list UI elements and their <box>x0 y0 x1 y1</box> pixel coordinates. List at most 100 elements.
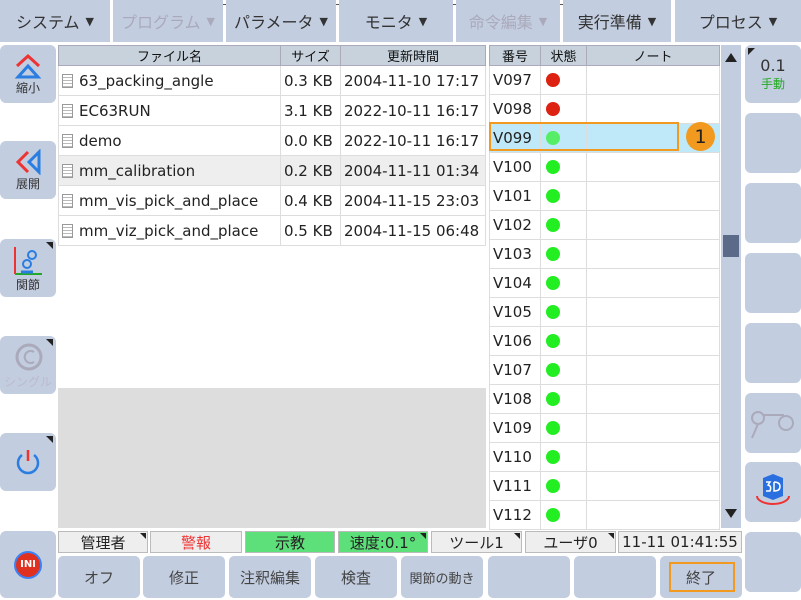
variable-note[interactable] <box>586 65 720 95</box>
state-indicator-icon <box>546 421 560 435</box>
bottom-button-7[interactable]: 終了 <box>660 556 742 598</box>
variable-note[interactable] <box>586 442 720 472</box>
variable-row[interactable]: V105 <box>489 297 720 327</box>
file-row[interactable]: mm_vis_pick_and_place 0.4 KB 2004-11-15 23… <box>58 185 486 216</box>
robot-joint-icon <box>14 246 42 275</box>
file-updated: 2022-10-11 16:17 <box>340 125 486 156</box>
bottom-button-2[interactable]: 注釈編集 <box>229 556 311 598</box>
variable-row[interactable]: V104 <box>489 268 720 298</box>
file-icon <box>62 73 73 88</box>
ini-button[interactable]: INI <box>0 531 56 598</box>
menu-1[interactable]: プログラム ▼ <box>113 0 223 42</box>
single-button[interactable]: シングル <box>0 336 56 394</box>
variable-row[interactable]: V107 <box>489 355 720 385</box>
alarm-status[interactable]: 警報 <box>150 531 242 553</box>
file-icon <box>62 103 73 118</box>
variable-table: 番号 状態 ノート V097 V098 V099 V100 V101 V102 V103 V1… <box>489 45 720 530</box>
state-indicator-icon <box>546 479 560 493</box>
right-button-4[interactable] <box>745 253 801 313</box>
file-row[interactable]: EC63RUN 3.1 KB 2022-10-11 16:17 <box>58 95 486 126</box>
variable-note[interactable] <box>586 152 720 182</box>
variable-note[interactable] <box>586 210 720 240</box>
bottom-button-3[interactable]: 検査 <box>315 556 397 598</box>
dropdown-arrow-icon: ▼ <box>418 14 428 28</box>
file-row[interactable]: demo 0.0 KB 2022-10-11 16:17 <box>58 125 486 156</box>
shrink-button[interactable]: 縮小 <box>0 45 56 103</box>
menu-3[interactable]: モニタ ▼ <box>339 0 453 42</box>
file-row[interactable]: mm_viz_pick_and_place 0.5 KB 2004-11-15 06… <box>58 215 486 246</box>
variable-note[interactable] <box>586 355 720 385</box>
expand-icon <box>15 148 41 175</box>
state-indicator-icon <box>546 247 560 261</box>
speed-mode-button[interactable]: 0.1 手動 <box>745 45 801 103</box>
variable-number: V107 <box>489 355 541 385</box>
exit-highlight <box>669 562 735 592</box>
file-icon <box>62 223 73 238</box>
expand-button[interactable]: 展開 <box>0 141 56 199</box>
state-indicator-icon <box>546 305 560 319</box>
variable-row[interactable]: V098 <box>489 94 720 124</box>
user-frame-status[interactable]: ユーザ0 <box>525 531 616 553</box>
variable-row[interactable]: V106 <box>489 326 720 356</box>
variable-row[interactable]: V100 <box>489 152 720 182</box>
hand-guide-button[interactable] <box>745 393 801 453</box>
variable-number: V104 <box>489 268 541 298</box>
speed-status[interactable]: 速度:0.1° <box>338 531 428 553</box>
tool-status[interactable]: ツール1 <box>431 531 522 553</box>
power-button[interactable] <box>0 433 56 491</box>
variable-row[interactable]: V109 <box>489 413 720 443</box>
menu-4[interactable]: 命令編集 ▼ <box>456 0 560 42</box>
bottom-button-1[interactable]: 修正 <box>143 556 225 598</box>
variable-note[interactable] <box>586 326 720 356</box>
user-level-status[interactable]: 管理者 <box>58 531 148 553</box>
right-button-3[interactable] <box>745 183 801 243</box>
variable-row[interactable]: V102 <box>489 210 720 240</box>
variable-number: V101 <box>489 181 541 211</box>
bottom-button-4[interactable]: 関節の動き <box>401 556 483 598</box>
right-button-5[interactable] <box>745 323 801 383</box>
variable-note[interactable] <box>586 239 720 269</box>
variable-row[interactable]: V101 <box>489 181 720 211</box>
dropdown-arrow-icon: ▼ <box>206 14 215 28</box>
variable-note[interactable] <box>586 94 720 124</box>
variable-row[interactable]: V110 <box>489 442 720 472</box>
joint-button[interactable]: 関節 <box>0 239 56 297</box>
variable-note[interactable] <box>586 384 720 414</box>
bottom-button-6[interactable] <box>574 556 656 598</box>
file-name: EC63RUN <box>79 101 151 120</box>
menu-5[interactable]: 実行準備 ▼ <box>563 0 671 42</box>
variable-note[interactable] <box>586 268 720 298</box>
variable-row[interactable]: V111 <box>489 471 720 501</box>
menu-2[interactable]: パラメータ ▼ <box>226 0 336 42</box>
3d-cube-icon <box>756 474 790 505</box>
scroll-down-arrow[interactable] <box>725 509 737 518</box>
variable-row[interactable]: V112 <box>489 500 720 530</box>
state-indicator-icon <box>546 363 560 377</box>
state-indicator-icon <box>546 450 560 464</box>
variable-row[interactable]: V103 <box>489 239 720 269</box>
menu-6[interactable]: プロセス ▼ <box>675 0 801 42</box>
bottom-button-5[interactable] <box>488 556 570 598</box>
variable-note[interactable] <box>586 413 720 443</box>
scroll-up-arrow[interactable] <box>725 53 737 62</box>
file-name: demo <box>79 131 122 150</box>
variable-note[interactable] <box>586 297 720 327</box>
variable-note[interactable] <box>586 500 720 530</box>
bottom-button-0[interactable]: オフ <box>58 556 140 598</box>
variable-row[interactable]: V097 <box>489 65 720 95</box>
state-indicator-icon <box>546 131 560 145</box>
right-button-2[interactable] <box>745 113 801 173</box>
right-button-9[interactable] <box>745 532 801 592</box>
dropdown-arrow-icon: ▼ <box>85 14 94 28</box>
file-row[interactable]: 63_packing_angle 0.3 KB 2004-11-10 17:17 <box>58 65 486 96</box>
variable-note[interactable] <box>586 471 720 501</box>
menu-0[interactable]: システム ▼ <box>0 0 110 42</box>
scroll-thumb[interactable] <box>723 235 739 257</box>
3d-view-button[interactable] <box>745 462 801 522</box>
variable-row[interactable]: V108 <box>489 384 720 414</box>
vertical-scrollbar[interactable] <box>721 45 741 528</box>
variable-note[interactable] <box>586 181 720 211</box>
file-row[interactable]: mm_calibration 0.2 KB 2004-11-11 01:34 <box>58 155 486 186</box>
shrink-label: 縮小 <box>15 80 40 95</box>
file-icon <box>62 133 73 148</box>
